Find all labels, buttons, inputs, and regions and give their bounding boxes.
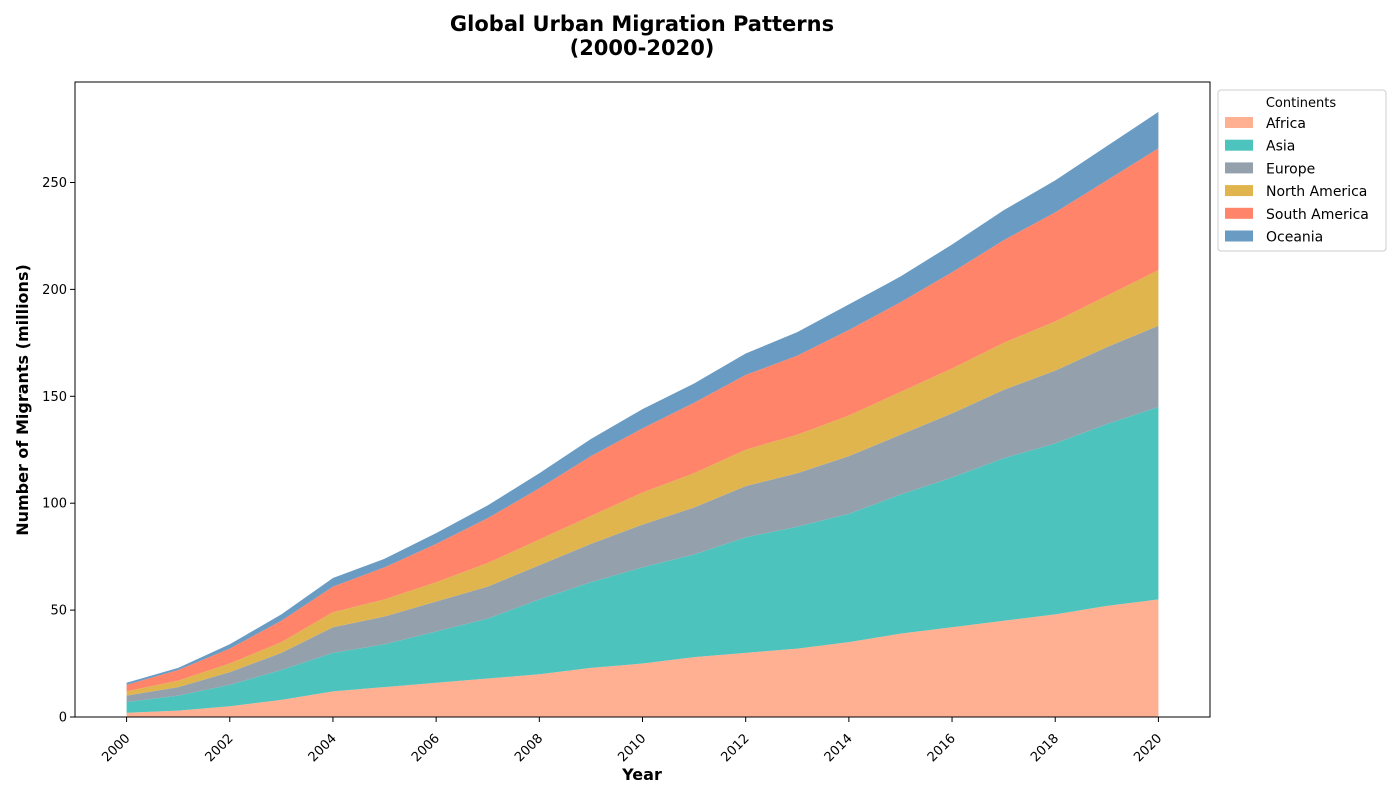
chart-title-line2: (2000-2020) [570,36,715,60]
x-axis-label: Year [621,765,662,784]
legend-title: Continents [1266,96,1337,111]
x-tick-label: 2006 [409,731,443,765]
area-series-asia [126,406,1159,713]
legend-swatch [1225,185,1253,197]
x-tick-label: 2004 [306,731,340,765]
y-tick-label: 50 [50,604,67,619]
y-tick-label: 0 [59,711,67,726]
x-tick-label: 2010 [615,731,649,765]
legend-label: Europe [1266,161,1315,177]
area-series-group [126,111,1159,717]
x-tick-label: 2000 [99,731,133,765]
y-tick-label: 250 [42,176,67,191]
x-tick-label: 2012 [719,731,753,765]
legend-swatch [1225,230,1253,242]
legend-items: Africa Asia Europe North America South Ameri… [1225,116,1369,246]
x-tick-label: 2016 [925,731,959,765]
x-tick-label: 2020 [1131,731,1165,765]
legend-swatch [1225,207,1253,219]
legend-frame [1217,89,1387,252]
y-tick-label: 150 [42,390,67,405]
legend-swatch [1225,117,1253,128]
x-tick-label: 2014 [822,731,856,765]
legend-label: Africa [1266,116,1306,132]
legend-label: Asia [1266,139,1295,155]
legend-swatch [1225,139,1253,151]
x-tick-label: 2008 [512,731,546,765]
chart-title-line1: Global Urban Migration Patterns [450,12,834,36]
legend: Continents Africa Asia Europe North America… [1217,89,1387,252]
y-axis-label: Number of Migrants (millions) [13,264,32,536]
legend-swatch [1225,162,1253,174]
x-tick-label: 2002 [203,731,237,765]
legend-label: South America [1266,207,1369,223]
x-axis-ticks: 2000 2002 2004 2006 2008 2010 2012 2014 2016 2018… [99,717,1165,765]
area-series-africa [126,599,1159,717]
y-tick-label: 100 [42,497,67,512]
legend-label: North America [1266,184,1367,200]
x-tick-label: 2018 [1028,731,1062,765]
y-axis-ticks: 0 50 100 150 200 250 [42,176,75,726]
legend-label: Oceania [1266,230,1323,246]
y-tick-label: 200 [42,283,67,298]
